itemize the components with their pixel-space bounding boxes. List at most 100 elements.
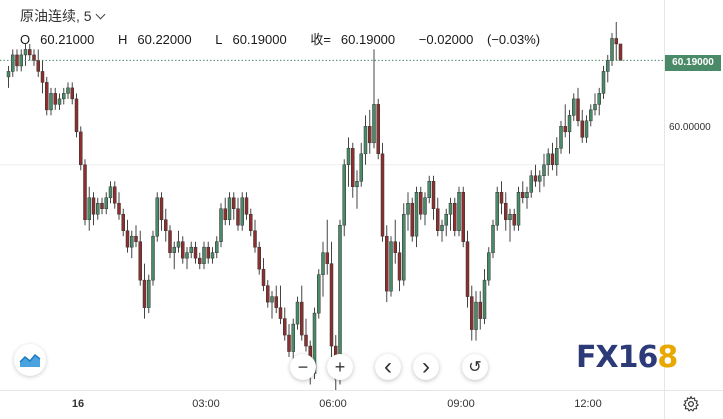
candle [253,219,257,253]
chevron-right-icon: › [422,353,430,380]
candle [249,208,253,237]
candle [559,120,563,154]
gear-icon[interactable] [682,395,700,413]
candle [389,236,393,297]
candle [376,98,380,160]
ohlc-legend: O 60.21000 H 60.22000 L 60.19000 收= 60.19000… [20,29,560,48]
reset-button[interactable]: ↺ [462,354,488,380]
candle [151,230,155,286]
candle [240,192,244,231]
candle [198,252,202,270]
candle [45,76,49,116]
fx168-watermark: FX168 [576,340,678,375]
candle [393,219,397,264]
candle [125,219,130,253]
scroll-right-button[interactable]: › [413,354,439,380]
price-tick-label: 60.00000 [669,122,711,133]
candle [504,192,508,231]
candle [283,307,287,341]
candle [521,181,525,204]
zoom-in-button[interactable]: + [327,354,353,380]
candle [32,49,36,66]
candle [232,192,236,220]
candle [499,181,504,215]
candle [525,186,529,209]
interval-label: 5 [83,8,92,24]
candle [266,280,270,308]
candle [457,186,461,237]
candle [538,170,542,193]
candle [304,318,308,352]
candlestick-chart[interactable] [0,0,664,390]
candle [380,142,385,242]
candle [614,21,618,61]
candle [402,203,406,286]
candle [74,93,79,138]
candle [414,186,419,248]
chart-type-button[interactable] [14,344,46,376]
candle [53,87,57,110]
candle [610,32,614,66]
close-value: 收= 60.19000 [310,32,396,47]
candle [62,87,66,105]
candle [257,241,261,275]
zoom-out-button[interactable]: − [290,354,316,380]
candle [40,60,45,94]
candle [57,93,62,110]
minus-icon: − [297,356,309,377]
time-tick-label: 09:00 [447,398,475,410]
candle [6,65,11,88]
candle [461,186,465,248]
candle [108,181,113,204]
candle [427,175,431,204]
candle [96,197,100,220]
candle [593,93,597,116]
chevron-down-icon[interactable] [95,9,106,20]
candle [66,82,70,99]
candle [219,203,223,248]
candle [576,87,580,127]
candle [346,137,351,187]
candle [465,230,470,308]
candle [168,225,172,259]
candle [444,208,448,237]
candle [385,225,389,303]
candle [478,291,482,330]
candle [113,181,117,209]
candle [28,43,32,61]
candle [436,197,440,237]
high-value: H 60.22000 [117,32,192,47]
candle [223,197,227,226]
candle [317,269,321,319]
candle [79,126,83,171]
candle [138,230,142,286]
candle [342,159,346,237]
candle [121,208,125,237]
candle [533,164,538,187]
candle [244,192,249,220]
candle [172,241,176,270]
candle [325,219,329,275]
candle [270,291,274,319]
time-axis[interactable] [0,390,664,419]
candle [278,285,283,325]
candle [372,49,376,149]
candle [584,115,589,143]
candle [474,291,478,341]
candle [546,148,550,176]
candle [87,186,91,231]
candle [453,197,457,237]
plus-icon: + [334,356,346,377]
candle [572,93,576,121]
candle [227,192,232,226]
candle [104,192,108,215]
candle [189,241,193,259]
candle [321,241,325,297]
scroll-left-button[interactable]: ‹ [375,354,401,380]
candle [147,274,151,314]
candle [368,109,372,154]
candle [236,197,240,231]
chart-area[interactable] [0,0,664,390]
symbol-header[interactable]: 原油连续, 5 [20,6,106,26]
low-value: L 60.19000 [215,32,287,47]
